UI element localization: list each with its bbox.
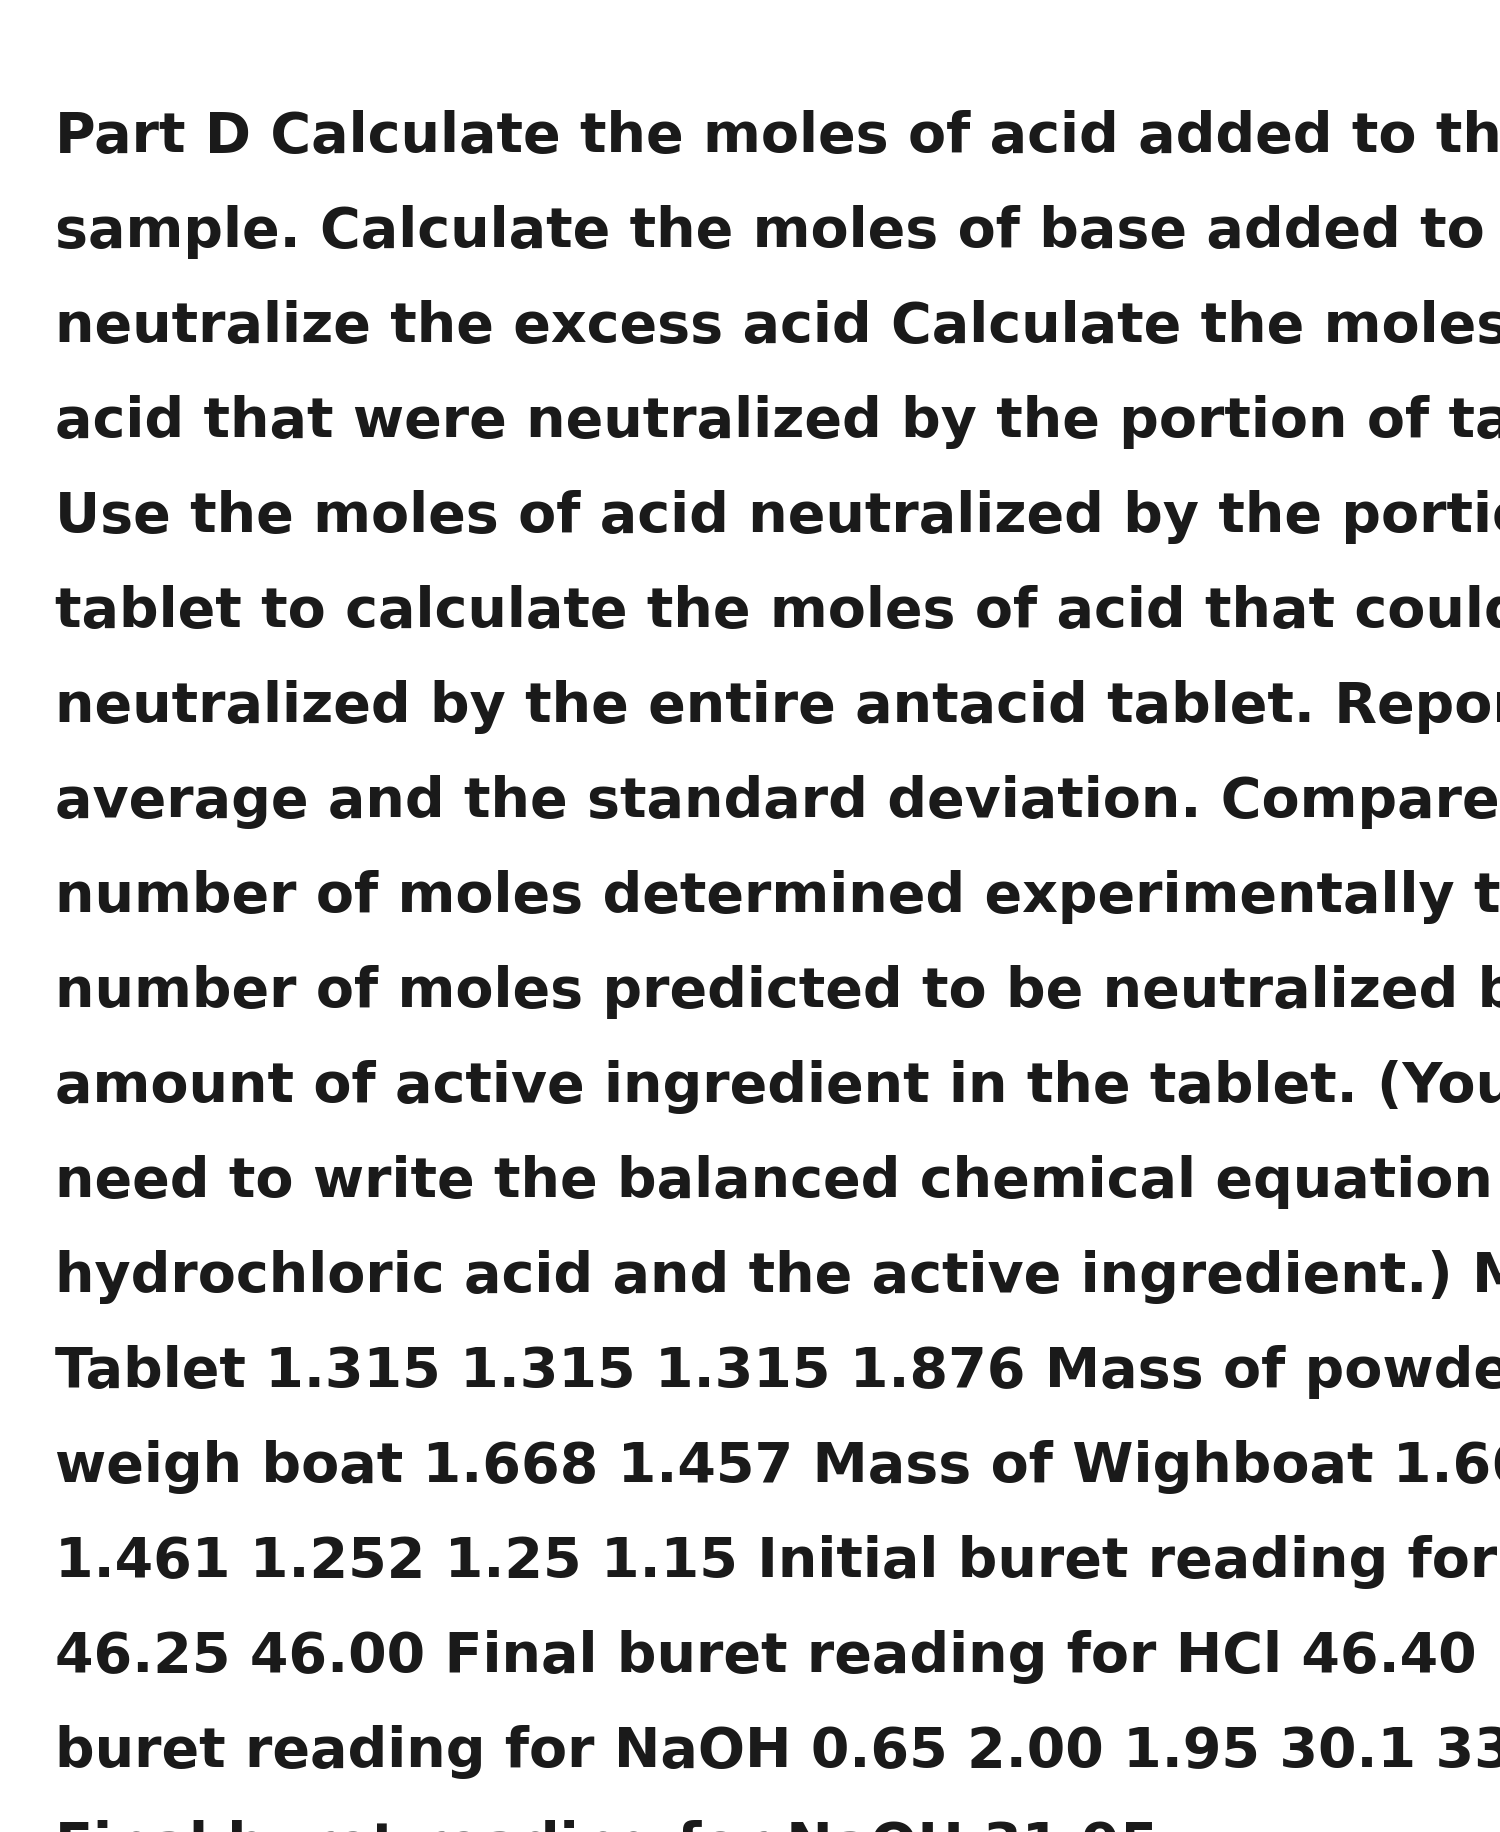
Text: average and the standard deviation. Compare the: average and the standard deviation. Comp… (56, 775, 1500, 830)
Text: neutralize the excess acid Calculate the moles of: neutralize the excess acid Calculate the… (56, 300, 1500, 354)
Text: Final buret reading for NaOH 31.95: Final buret reading for NaOH 31.95 (56, 1819, 1158, 1832)
Text: hydrochloric acid and the active ingredient.) Mass of: hydrochloric acid and the active ingredi… (56, 1249, 1500, 1304)
Text: Part D Calculate the moles of acid added to the: Part D Calculate the moles of acid added… (56, 110, 1500, 165)
Text: Use the moles of acid neutralized by the portion of: Use the moles of acid neutralized by the… (56, 489, 1500, 544)
Text: sample. Calculate the moles of base added to: sample. Calculate the moles of base adde… (56, 205, 1485, 258)
Text: number of moles predicted to be neutralized by the: number of moles predicted to be neutrali… (56, 965, 1500, 1019)
Text: 46.25 46.00 Final buret reading for HCl 46.40 Initial: 46.25 46.00 Final buret reading for HCl … (56, 1630, 1500, 1684)
Text: 1.461 1.252 1.25 1.15 Initial buret reading for HCl 1.70: 1.461 1.252 1.25 1.15 Initial buret read… (56, 1535, 1500, 1588)
Text: amount of active ingredient in the tablet. (You will: amount of active ingredient in the table… (56, 1061, 1500, 1114)
Text: need to write the balanced chemical equation using: need to write the balanced chemical equa… (56, 1154, 1500, 1209)
Text: acid that were neutralized by the portion of tablet.: acid that were neutralized by the portio… (56, 396, 1500, 449)
Text: tablet to calculate the moles of acid that could be: tablet to calculate the moles of acid th… (56, 584, 1500, 639)
Text: neutralized by the entire antacid tablet. Report the: neutralized by the entire antacid tablet… (56, 680, 1500, 735)
Text: number of moles determined experimentally to the: number of moles determined experimentall… (56, 870, 1500, 923)
Text: Tablet 1.315 1.315 1.315 1.876 Mass of powder +: Tablet 1.315 1.315 1.315 1.876 Mass of p… (56, 1345, 1500, 1400)
Text: buret reading for NaOH 0.65 2.00 1.95 30.1 33.40: buret reading for NaOH 0.65 2.00 1.95 30… (56, 1726, 1500, 1779)
Text: weigh boat 1.668 1.457 Mass of Wighboat 1.667: weigh boat 1.668 1.457 Mass of Wighboat … (56, 1440, 1500, 1495)
